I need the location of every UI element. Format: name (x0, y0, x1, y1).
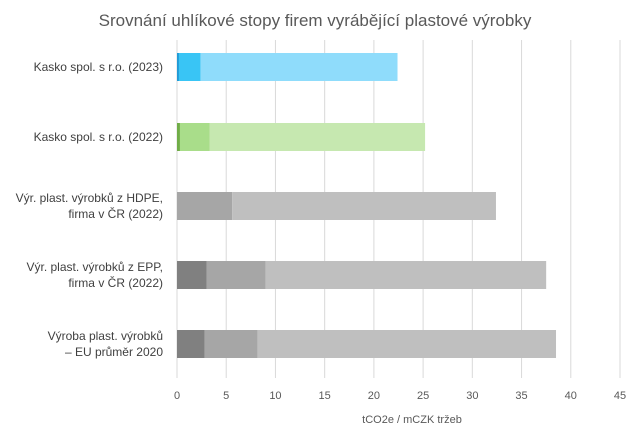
x-tick-label: 15 (319, 390, 331, 402)
category-label: firma v ČR (2022) (68, 275, 163, 290)
bar-segment (177, 53, 179, 81)
x-tick-label: 25 (417, 390, 429, 402)
x-tick-label: 0 (174, 390, 180, 402)
bar-segment (179, 123, 210, 151)
x-tick-labels: 0 5 10 15 20 25 30 35 40 45 (174, 390, 626, 402)
bar-segment (177, 192, 233, 220)
x-tick-label: 35 (515, 390, 527, 402)
category-label: Výr. plast. výrobků z HDPE, (16, 191, 163, 205)
x-tick-label: 5 (223, 390, 229, 402)
bar-segment (204, 330, 258, 358)
bar-segment (200, 53, 398, 81)
category-label: firma v ČR (2022) (68, 206, 163, 221)
x-tick-label: 30 (466, 390, 478, 402)
bar-segment (177, 261, 207, 289)
x-tick-label: 10 (269, 390, 281, 402)
category-label: Kasko spol. s r.o. (2022) (34, 130, 163, 144)
category-label: Výr. plast. výrobků z EPP, (26, 260, 163, 274)
x-axis-title: tCO2e / mCZK tržeb (362, 414, 462, 426)
bar-segment (232, 192, 496, 220)
bar-segment (177, 330, 205, 358)
bar-segment (265, 261, 547, 289)
bars (177, 53, 557, 358)
chart-title: Srovnání uhlíkové stopy firem vyrábějící… (99, 11, 532, 30)
bar-segment (206, 261, 266, 289)
category-labels: Kasko spol. s r.o. (2023) Kasko spol. s r… (16, 60, 164, 359)
x-tick-label: 45 (614, 390, 626, 402)
bar-segment (177, 123, 180, 151)
x-tick-label: 40 (565, 390, 577, 402)
category-label: Kasko spol. s r.o. (2023) (34, 60, 163, 74)
bar-segment (178, 53, 201, 81)
bar-segment (209, 123, 426, 151)
category-label: Výroba plast. výrobků (48, 329, 163, 343)
category-label: – EU průměr 2020 (65, 345, 163, 359)
bar-segment (257, 330, 557, 358)
x-tick-label: 20 (368, 390, 380, 402)
